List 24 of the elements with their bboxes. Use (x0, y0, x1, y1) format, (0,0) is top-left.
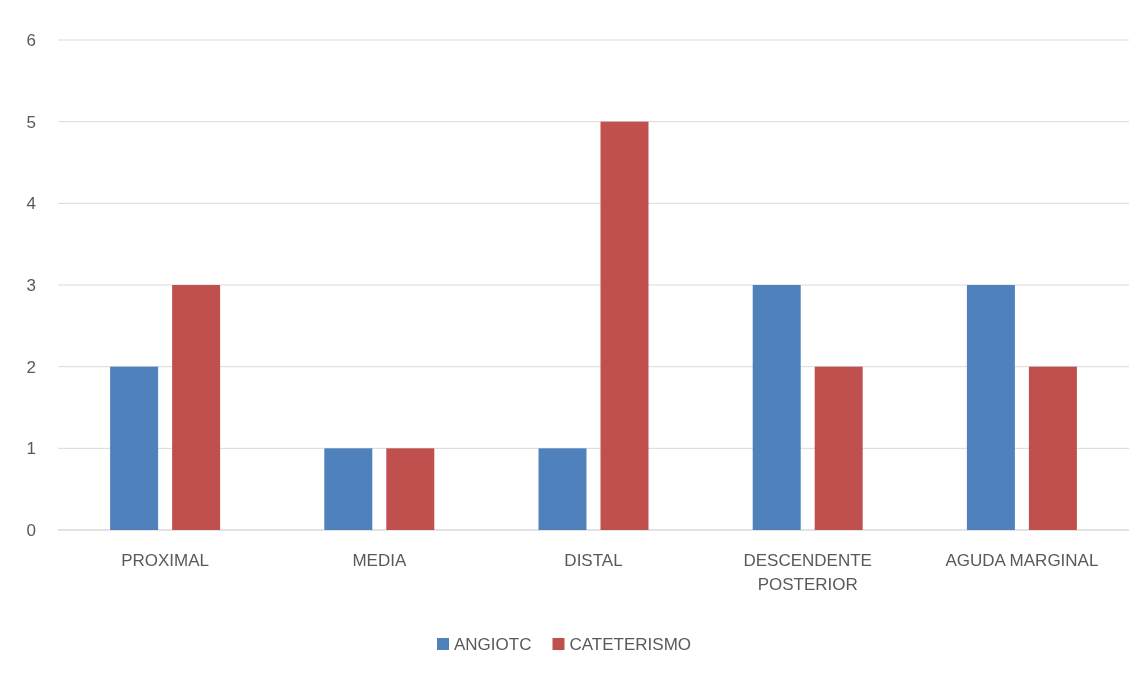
bar (110, 366, 159, 530)
bar (172, 285, 221, 530)
legend-label: ANGIOTC (454, 634, 532, 654)
x-tick-label: DISTAL (564, 551, 623, 570)
y-tick-label: 0 (26, 520, 36, 540)
y-tick-label: 1 (26, 439, 36, 459)
bar (1028, 366, 1077, 530)
bar (324, 448, 373, 530)
x-tick-label: PROXIMAL (121, 551, 210, 570)
x-tick-label: MEDIA (352, 551, 407, 570)
bar (600, 121, 649, 530)
y-tick-label: 4 (26, 194, 36, 214)
legend-label: CATETERISMO (569, 634, 692, 654)
x-tick-label: DESCENDENTE POSTERIOR (743, 551, 872, 594)
bar (752, 285, 801, 530)
bar (814, 366, 863, 530)
y-tick-label: 3 (26, 275, 36, 295)
y-tick-label: 2 (26, 357, 36, 377)
x-tick-label: AGUDA MARGINAL (945, 551, 1099, 570)
bar (386, 448, 435, 530)
y-tick-label: 6 (26, 30, 36, 50)
bar (538, 448, 587, 530)
y-tick-label: 5 (26, 112, 36, 132)
bar (966, 285, 1015, 530)
